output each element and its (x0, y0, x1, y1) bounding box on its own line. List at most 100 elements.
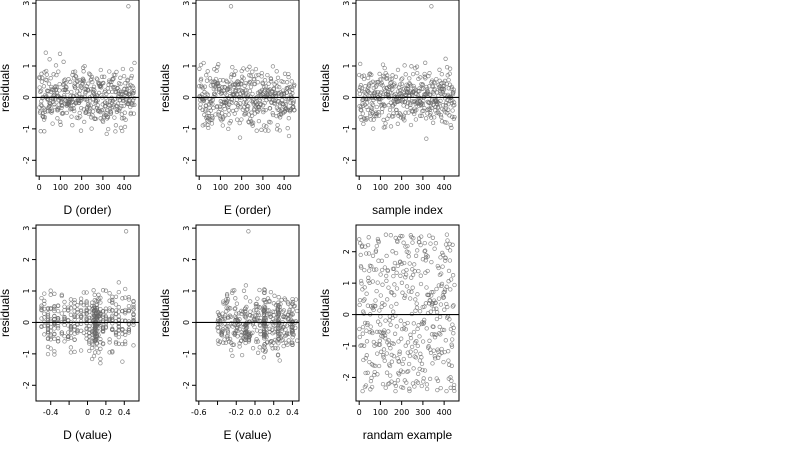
data-point (233, 296, 238, 301)
data-point (68, 350, 74, 355)
data-point (407, 82, 413, 87)
data-point (281, 308, 287, 313)
data-point (248, 299, 253, 304)
data-point (441, 87, 447, 92)
data-point (418, 273, 423, 278)
data-point (96, 332, 101, 338)
data-point (290, 332, 295, 337)
data-point (273, 94, 279, 99)
data-point (113, 331, 119, 336)
data-point (262, 297, 267, 303)
data-point (452, 102, 457, 108)
y-tick-label: 2 (182, 32, 191, 37)
data-point (427, 298, 433, 303)
data-point (45, 324, 51, 329)
data-point (359, 281, 364, 286)
data-point (226, 112, 231, 117)
data-point (245, 67, 250, 72)
data-point (406, 361, 412, 367)
data-point (236, 311, 242, 316)
data-point (62, 299, 67, 305)
data-point (367, 268, 372, 273)
x-axis-title: E (value) (223, 428, 271, 442)
data-point (99, 93, 104, 98)
data-point (42, 129, 47, 134)
data-point (418, 281, 424, 287)
points-group (215, 229, 300, 363)
data-point (61, 59, 66, 64)
x-tick-label: 100 (213, 183, 228, 192)
data-point (128, 110, 134, 116)
data-point (275, 310, 281, 315)
data-point (43, 50, 48, 55)
data-point (275, 352, 281, 357)
data-point (451, 331, 456, 336)
data-point (45, 336, 51, 341)
x-axis-title: D (value) (63, 428, 112, 442)
data-point (441, 327, 447, 333)
data-point (388, 346, 393, 351)
data-point (254, 337, 259, 342)
data-point (91, 90, 96, 95)
data-point (228, 88, 233, 93)
data-point (390, 249, 395, 254)
data-point (273, 345, 278, 351)
data-point (268, 120, 273, 125)
data-point (386, 103, 391, 108)
data-point (128, 75, 134, 81)
data-point (117, 106, 123, 111)
data-point (434, 310, 440, 315)
data-point (419, 383, 424, 389)
data-point (38, 129, 43, 134)
data-point (276, 331, 281, 336)
data-point (256, 107, 262, 112)
data-point (266, 81, 271, 86)
y-axis-title: residuals (158, 64, 172, 112)
data-point (382, 302, 387, 307)
data-point (394, 270, 399, 275)
data-point (197, 84, 202, 89)
data-point (445, 245, 450, 250)
data-point (68, 335, 74, 340)
y-tick-label: 1 (342, 281, 351, 286)
data-point (362, 285, 367, 290)
data-point (414, 64, 420, 69)
x-tick-label: 400 (276, 183, 291, 192)
data-point (98, 324, 103, 329)
data-point (55, 326, 61, 331)
data-point (224, 309, 229, 314)
data-point (72, 317, 77, 322)
data-point (248, 84, 254, 90)
data-point (126, 303, 132, 309)
data-point (253, 301, 258, 307)
data-point (439, 350, 444, 355)
data-point (399, 81, 405, 87)
y-tick-label: 0 (22, 95, 31, 100)
data-point (290, 299, 295, 305)
y-tick-label: 0 (182, 95, 191, 100)
data-point (448, 287, 453, 292)
y-tick-label: -1 (22, 125, 31, 133)
data-point (410, 240, 415, 245)
data-point (55, 116, 60, 121)
data-point (391, 341, 396, 347)
data-point (107, 350, 112, 355)
scatter-panel-6: -2 -1 0 1 2 0 100 200 300 400 randam example residu… (318, 224, 460, 442)
data-point (45, 351, 51, 357)
y-tick-label: 3 (342, 1, 351, 6)
data-point (275, 122, 280, 128)
data-point (363, 370, 368, 376)
data-point (274, 69, 279, 74)
data-point (397, 235, 402, 241)
data-point (424, 84, 429, 90)
x-axis-title: E (order) (224, 203, 271, 217)
data-point (432, 87, 437, 92)
data-point (425, 89, 431, 94)
data-point (68, 327, 74, 332)
data-point (401, 115, 406, 120)
data-point (398, 318, 403, 323)
data-point (377, 77, 383, 82)
data-point (404, 380, 409, 385)
data-point (107, 308, 112, 313)
data-point (366, 275, 371, 280)
